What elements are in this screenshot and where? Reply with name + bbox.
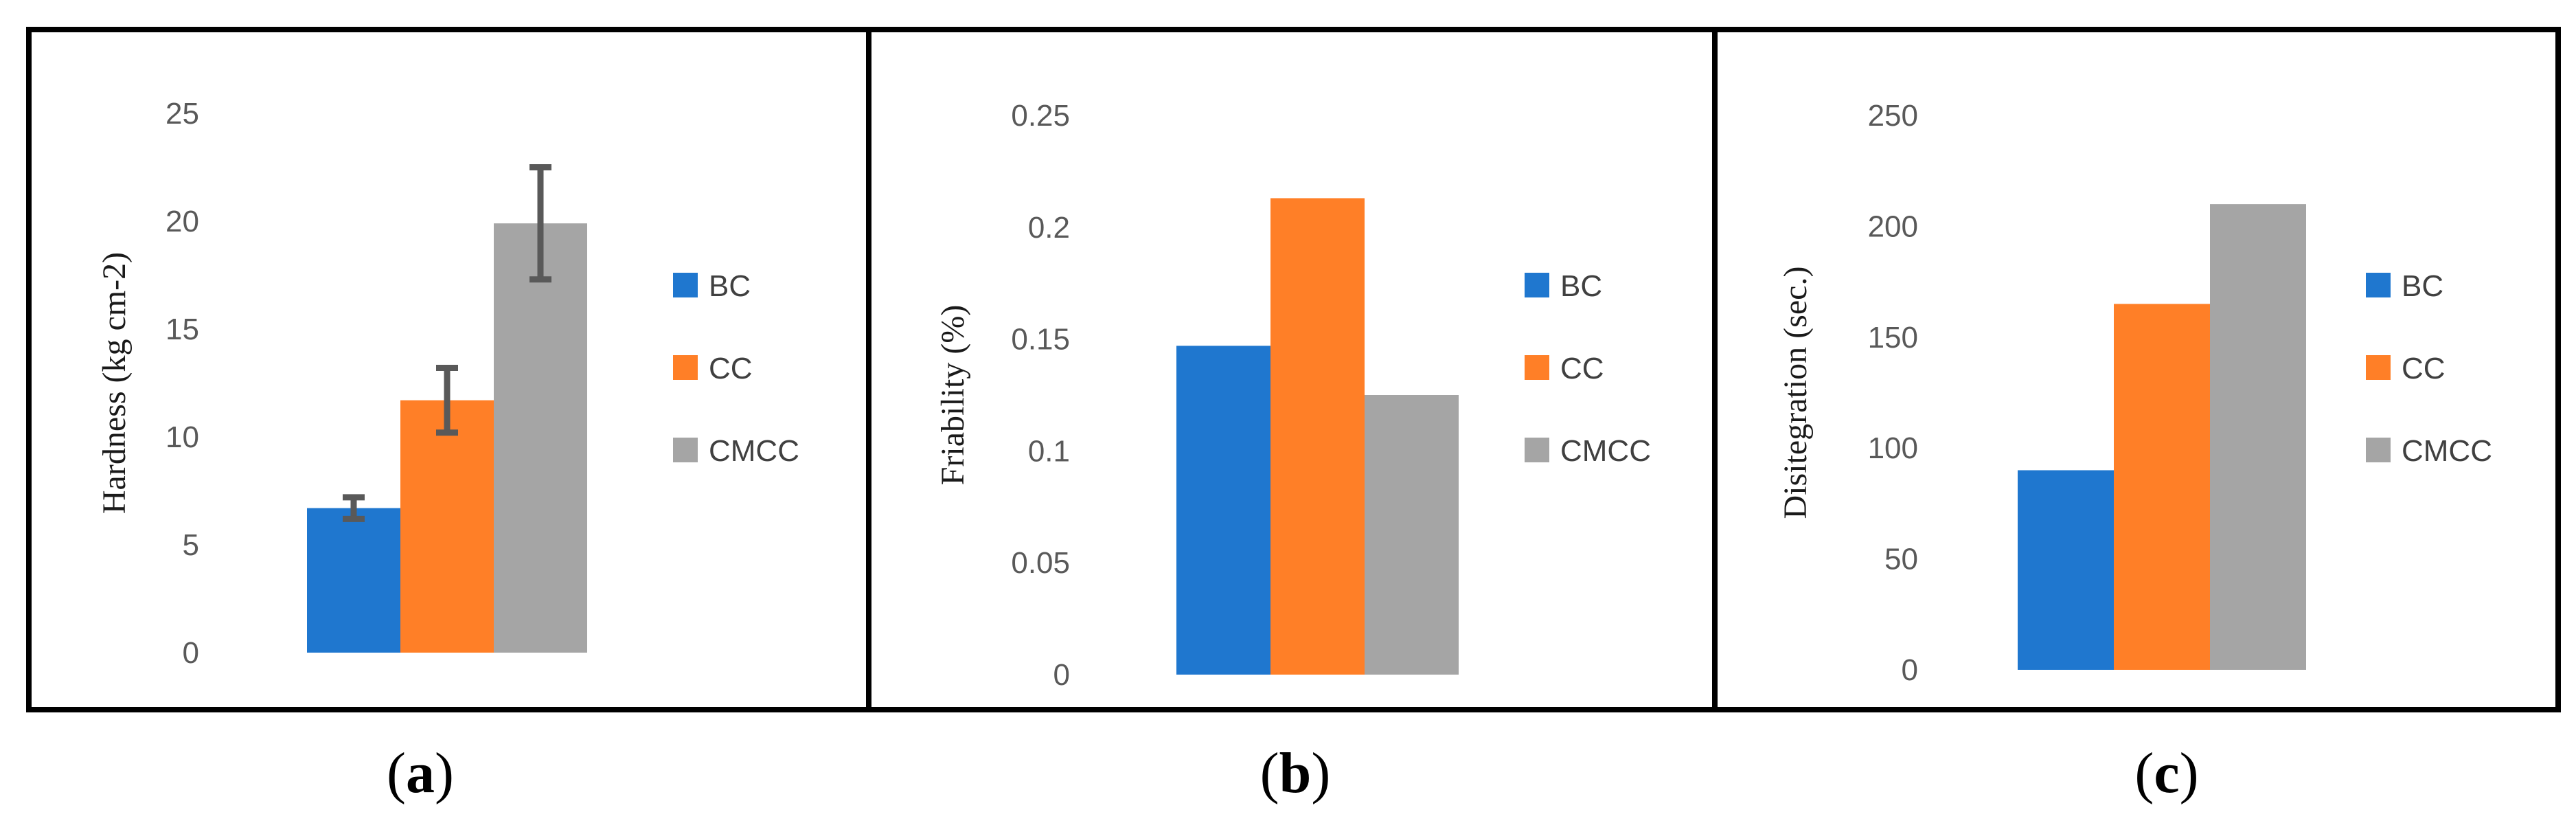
ytick-label-a-1: 5 — [183, 528, 199, 562]
bar-b-cc — [1270, 198, 1365, 675]
ytick-label-c-3: 150 — [1868, 321, 1918, 354]
ytick-label-a-3: 15 — [166, 313, 199, 346]
caption-c-letter: c — [2154, 741, 2179, 805]
legend-swatch-b-cmcc — [1525, 438, 1549, 462]
ylabel-c: Disitegration (sec.) — [1777, 267, 1814, 519]
caption-b: (b) — [1260, 741, 1331, 805]
panel-c-chart: 0 50 100 150 200 250 Disitegration (sec.) BC CC C… — [1777, 99, 2492, 687]
legend-label-a-cc: CC — [709, 352, 753, 385]
errorbar-a-cmcc — [529, 164, 551, 283]
ytick-label-a-4: 20 — [166, 205, 199, 238]
ytick-label-b-3: 0.15 — [1011, 323, 1070, 357]
ylabel-b: Friability (%) — [935, 305, 971, 486]
ytick-label-a-2: 10 — [166, 420, 199, 454]
panel-b-chart: 0 0.05 0.1 0.15 0.2 0.25 Friability (%) BC CC CMC… — [935, 99, 1651, 692]
ytick-label-b-1: 0.05 — [1011, 546, 1070, 580]
legend-swatch-c-cc — [2366, 355, 2391, 380]
legend-swatch-a-cc — [673, 355, 698, 380]
ytick-label-b-5: 0.25 — [1011, 99, 1070, 133]
ytick-label-a-0: 0 — [183, 636, 199, 670]
caption-a: (a) — [387, 741, 454, 805]
legend-label-a-cmcc: CMCC — [709, 434, 799, 468]
ytick-label-c-1: 50 — [1884, 543, 1918, 576]
legend-swatch-a-bc — [673, 273, 698, 297]
bar-a-cc — [400, 400, 494, 653]
ylabel-a: Hardness (kg cm-2) — [96, 252, 133, 514]
legend-label-c-cmcc: CMCC — [2402, 434, 2492, 468]
legend-swatch-c-bc — [2366, 273, 2391, 297]
bar-c-cc — [2114, 304, 2210, 670]
legend-swatch-b-bc — [1525, 273, 1549, 297]
bar-b-cmcc — [1365, 395, 1459, 675]
ytick-label-c-5: 250 — [1868, 99, 1918, 133]
bar-c-cmcc — [2210, 204, 2306, 670]
panel-a-chart: 0 5 10 15 20 25 Hardness (kg cm-2) BC CC CMCC — [96, 97, 799, 670]
legend-label-b-cmcc: CMCC — [1560, 434, 1651, 468]
caption-c: (c) — [2134, 741, 2198, 805]
panel-c-frame — [1712, 27, 2561, 712]
legend-label-a-bc: BC — [709, 269, 751, 303]
caption-b-letter: b — [1279, 741, 1312, 805]
errorbar-a-bc — [343, 494, 365, 522]
ytick-label-a-5: 25 — [166, 97, 199, 131]
ytick-label-b-4: 0.2 — [1028, 211, 1070, 245]
ytick-label-c-2: 100 — [1868, 431, 1918, 465]
bar-a-bc — [307, 508, 400, 653]
ytick-label-c-4: 200 — [1868, 210, 1918, 243]
legend-label-b-cc: CC — [1560, 352, 1604, 385]
legend-label-b-bc: BC — [1560, 269, 1602, 303]
legend-swatch-a-cmcc — [673, 438, 698, 462]
ytick-label-b-2: 0.1 — [1028, 434, 1070, 468]
legend-label-c-bc: BC — [2402, 269, 2443, 303]
ytick-label-c-0: 0 — [1902, 653, 1918, 687]
bar-b-bc — [1176, 346, 1270, 675]
bar-a-cmcc — [494, 223, 587, 653]
bar-c-bc — [2018, 470, 2114, 670]
legend-swatch-c-cmcc — [2366, 438, 2391, 462]
errorbar-a-cc — [436, 365, 458, 436]
legend-label-c-cc: CC — [2402, 352, 2446, 385]
caption-a-letter: a — [406, 741, 435, 805]
ytick-label-b-0: 0 — [1053, 658, 1070, 692]
legend-swatch-b-cc — [1525, 355, 1549, 380]
